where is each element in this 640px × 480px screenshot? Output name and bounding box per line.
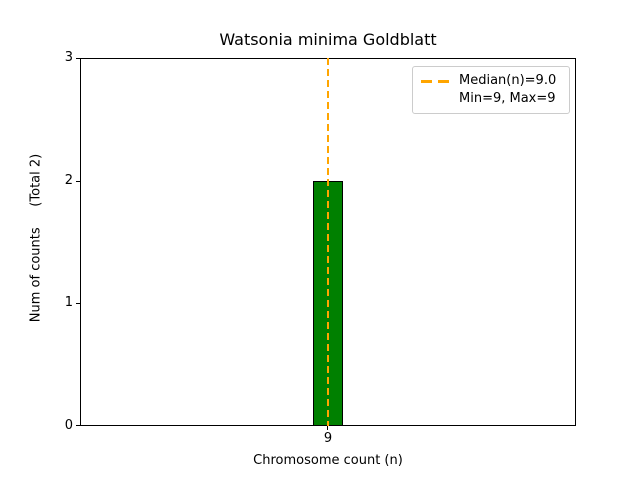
y-tick-label: 2 [64,173,73,188]
y-tick-mark [76,181,80,182]
x-axis-label: Chromosome count (n) [253,453,403,468]
median-line [327,58,329,426]
legend-label: Median(n)=9.0 [459,73,557,88]
empty-legend-handle [421,98,451,101]
legend-entry-median: Median(n)=9.0 [421,72,561,90]
orange-dashed-line-icon [421,79,451,83]
y-tick-mark [76,58,80,59]
y-tick-label: 1 [64,295,73,310]
legend-label: Min=9, Max=9 [459,91,556,106]
chart-title: Watsonia minima Goldblatt [219,30,437,49]
x-tick-label: 9 [323,431,333,446]
legend-entry-minmax: Min=9, Max=9 [421,90,561,108]
y-tick-mark [76,303,80,304]
legend: Median(n)=9.0 Min=9, Max=9 [412,66,570,114]
y-tick-mark [76,425,80,426]
y-tick-label: 0 [64,418,73,433]
x-tick-mark [327,426,328,430]
y-tick-label: 3 [64,50,73,65]
